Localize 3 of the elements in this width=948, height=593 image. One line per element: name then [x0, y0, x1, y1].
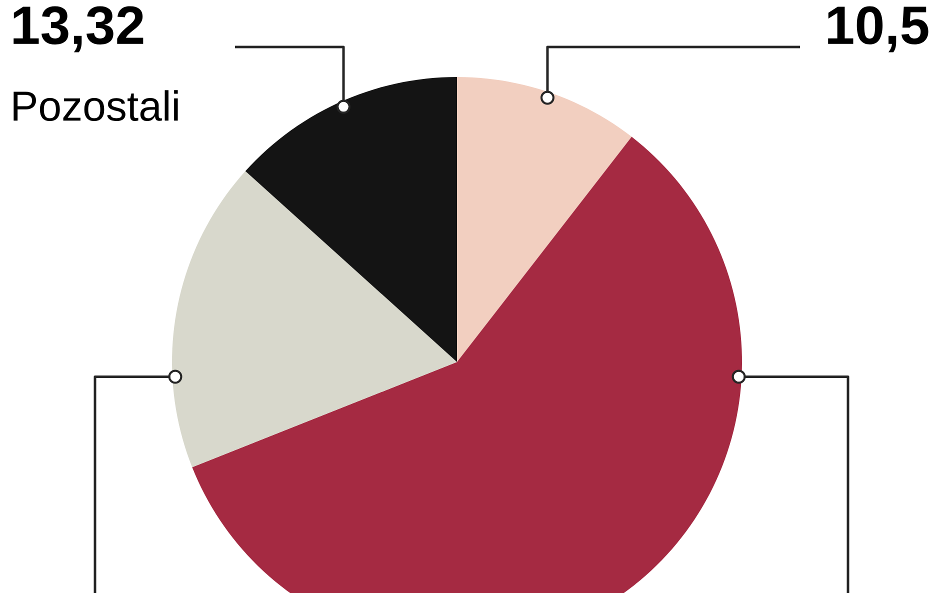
data-label: 13,32 — [14, 6, 144, 52]
slice-label: Pozostali — [14, 90, 178, 122]
data-label: 10,5 — [828, 6, 928, 52]
